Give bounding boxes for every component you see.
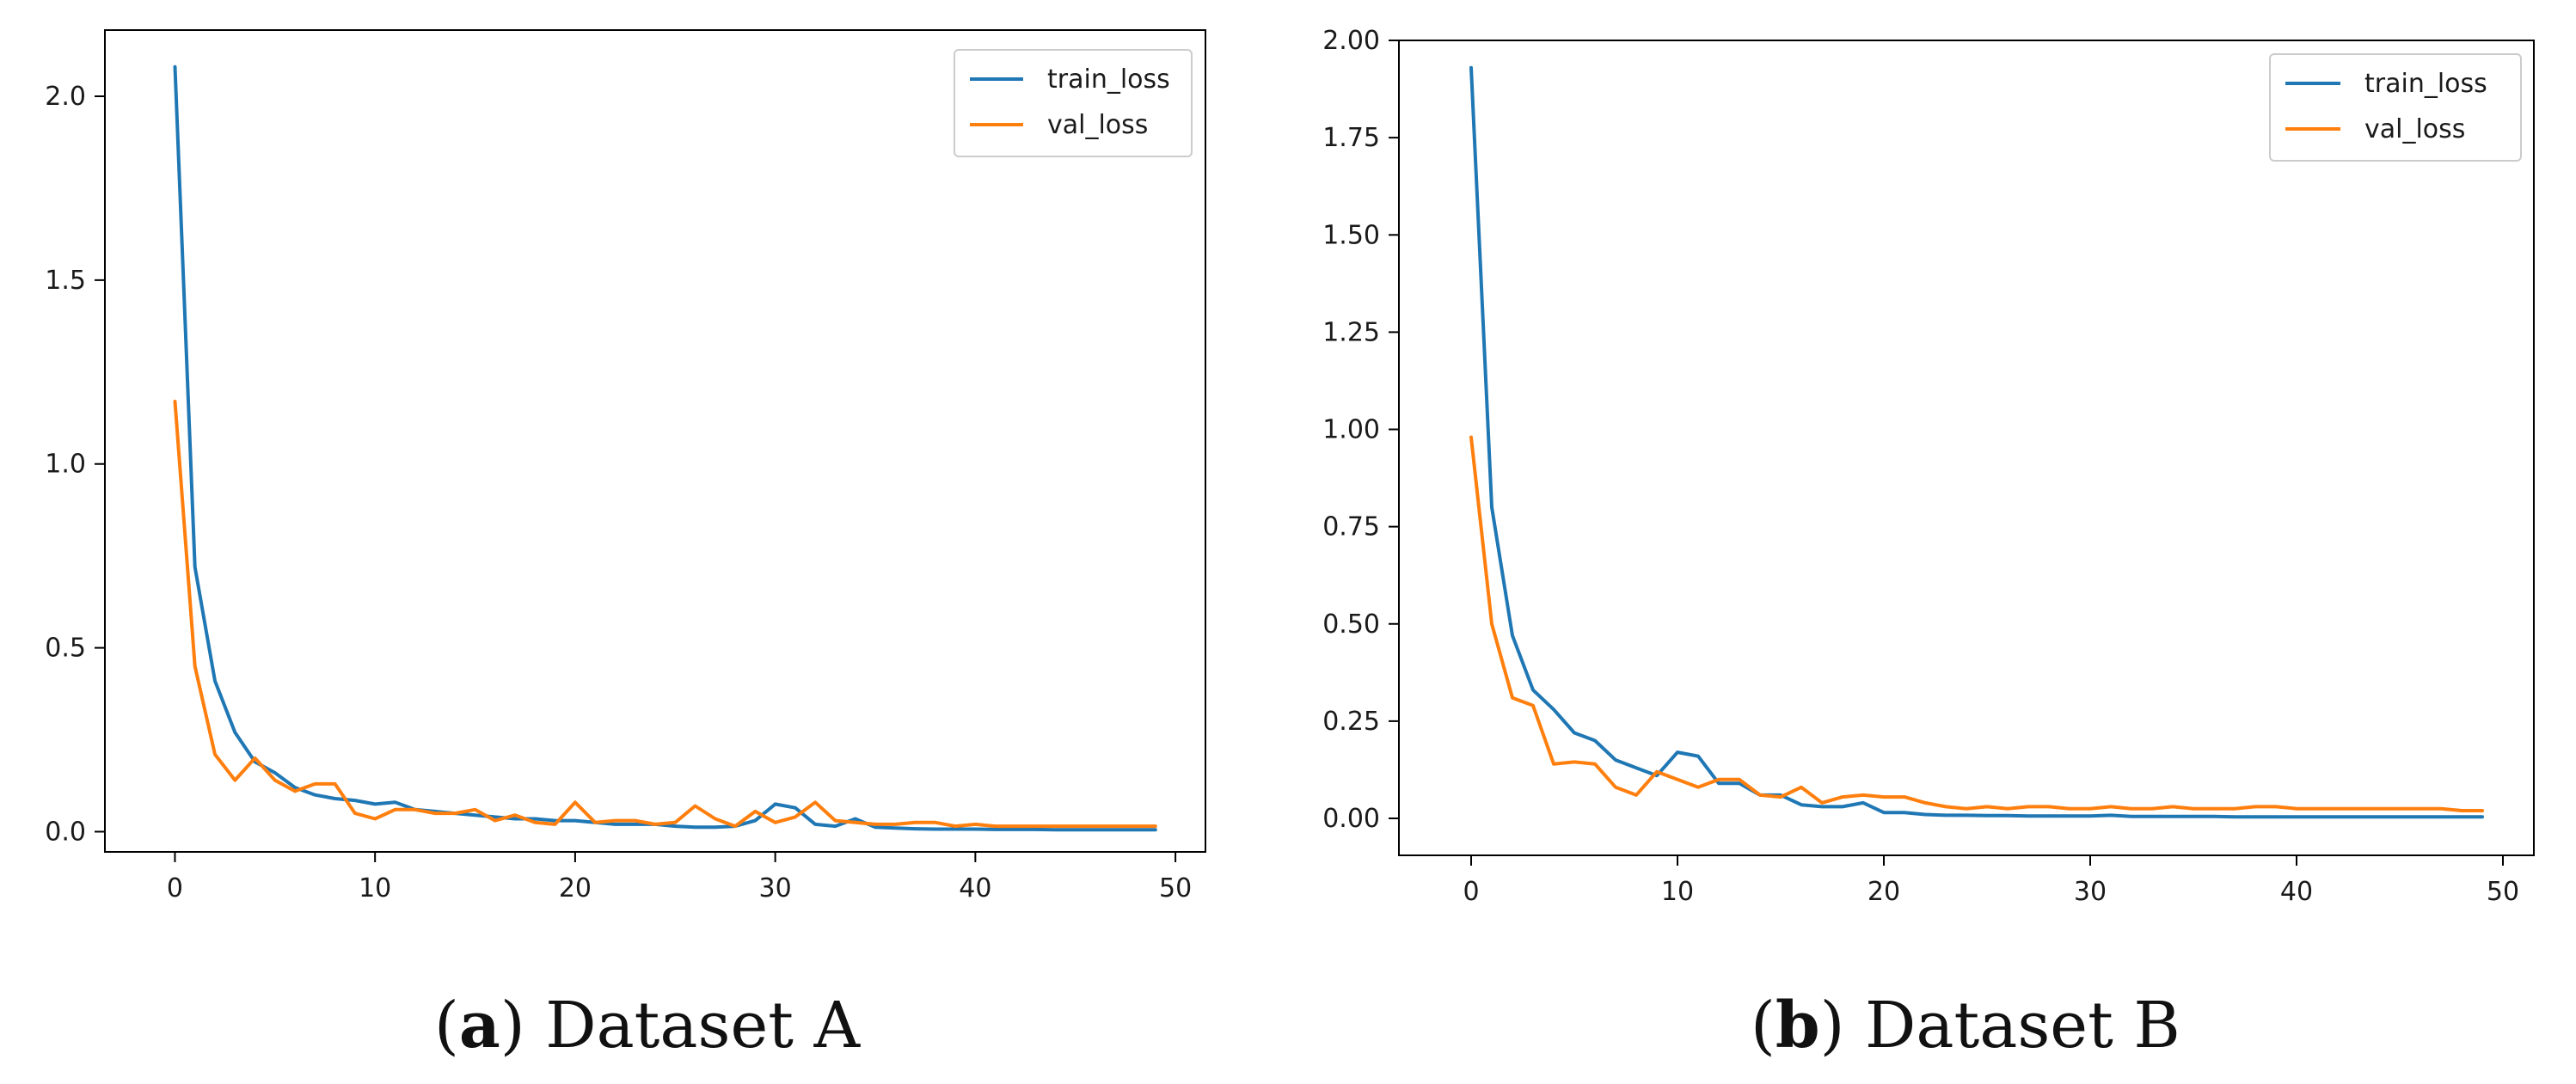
panel-b-axes-frame xyxy=(1398,40,2535,856)
panel-b-legend-box xyxy=(2269,53,2522,162)
y-tick-label: 0.25 xyxy=(1322,707,1380,737)
panel-a-x-ticks: 0 10 20 30 40 50 xyxy=(167,852,1192,903)
panel-a-legend-val-label: val_loss xyxy=(1047,110,1148,140)
panel-a-caption-label: a xyxy=(459,989,500,1063)
x-tick-label: 20 xyxy=(1868,877,1900,907)
panel-a-caption-title: Dataset A xyxy=(545,989,861,1063)
x-tick-label: 0 xyxy=(1463,877,1479,907)
panel-a-train-loss-line xyxy=(173,64,1157,832)
y-tick-label: 0.5 xyxy=(45,634,86,664)
panel-a-y-ticks: 0.0 0.5 1.0 1.5 2.0 xyxy=(45,82,105,847)
x-tick-label: 30 xyxy=(759,873,792,903)
panel-a-legend-box xyxy=(954,49,1193,157)
panel-b-train-loss-line xyxy=(1469,65,2484,819)
panel-b-caption-label: b xyxy=(1776,989,1820,1063)
panel-b-caption: (b) Dataset B xyxy=(1751,989,2180,1063)
panel-a-legend: train_loss val_loss xyxy=(954,49,1193,157)
panel-b-legend-train-label: train_loss xyxy=(2364,69,2487,99)
x-tick-label: 40 xyxy=(959,873,991,903)
panel-b-legend: train_loss val_loss xyxy=(2269,53,2522,162)
panel-b-x-ticks: 0 10 20 30 40 50 xyxy=(1463,855,2519,907)
x-tick-label: 50 xyxy=(1159,873,1192,903)
y-tick-label: 0.0 xyxy=(45,817,86,847)
x-tick-label: 10 xyxy=(1661,877,1694,907)
x-tick-label: 20 xyxy=(559,873,592,903)
y-tick-label: 1.0 xyxy=(45,450,86,480)
y-tick-label: 1.00 xyxy=(1322,415,1380,445)
y-tick-label: 0.75 xyxy=(1322,512,1380,542)
x-tick-label: 40 xyxy=(2280,877,2313,907)
y-tick-label: 1.75 xyxy=(1322,123,1380,153)
panel-a-axes-frame xyxy=(104,29,1206,853)
y-tick-label: 1.50 xyxy=(1322,220,1380,250)
panel-b-val-loss-line xyxy=(1469,435,2484,812)
panel-b-legend-val-label: val_loss xyxy=(2364,114,2465,144)
y-tick-label: 0.00 xyxy=(1322,804,1380,834)
panel-a-val-loss-line xyxy=(173,400,1157,829)
x-tick-label: 0 xyxy=(167,873,183,903)
panel-a: 0 10 20 30 40 50 0.0 0.5 1.0 1.5 2.0 train_loss v… xyxy=(45,29,1206,1063)
x-tick-label: 30 xyxy=(2074,877,2107,907)
panel-a-series xyxy=(173,64,1157,832)
panel-a-legend-train-label: train_loss xyxy=(1047,64,1170,95)
y-tick-label: 2.00 xyxy=(1322,26,1380,56)
panel-b-y-ticks: 0.00 0.25 0.50 0.75 1.00 1.25 1.50 1.75 2.00 xyxy=(1322,26,1399,834)
y-tick-label: 2.0 xyxy=(45,82,86,112)
panel-b-caption-title: Dataset B xyxy=(1865,989,2180,1063)
panel-a-caption: (a) Dataset A xyxy=(434,989,862,1063)
panel-b: 0 10 20 30 40 50 0.00 0.25 0.50 0.75 1.00 1.25 1.50… xyxy=(1322,26,2535,1063)
x-tick-label: 10 xyxy=(359,873,391,903)
x-tick-label: 50 xyxy=(2487,877,2519,907)
y-tick-label: 0.50 xyxy=(1322,609,1380,640)
y-tick-label: 1.25 xyxy=(1322,317,1380,347)
y-tick-label: 1.5 xyxy=(45,266,86,296)
panel-b-series xyxy=(1469,65,2484,819)
